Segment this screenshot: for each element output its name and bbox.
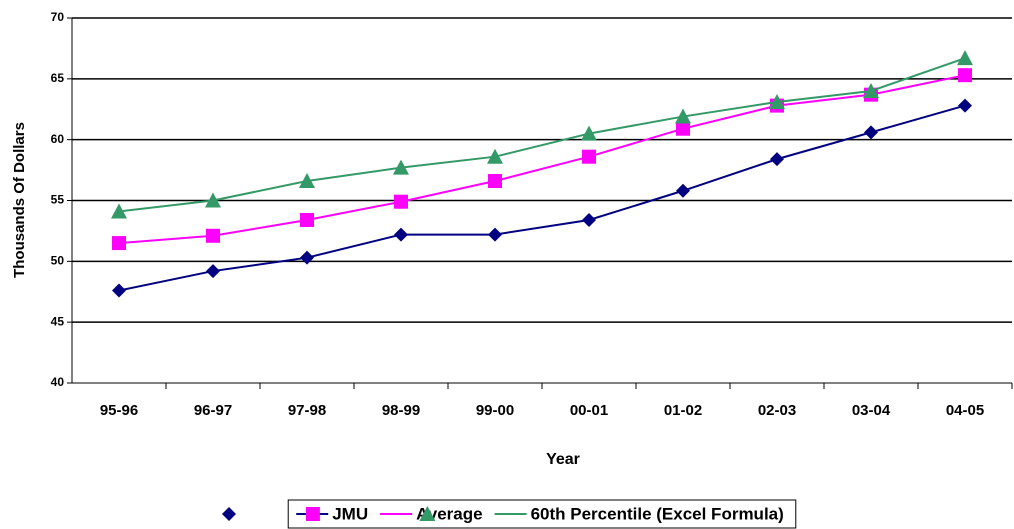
y-tick-label: 60 <box>51 132 65 146</box>
series-line <box>118 74 966 245</box>
x-tick-label: 95-96 <box>100 402 138 419</box>
legend-marker <box>222 507 236 521</box>
y-tick-label: 45 <box>51 314 65 328</box>
data-point <box>582 149 596 164</box>
x-tick-label: 00-01 <box>570 402 608 419</box>
y-tick-label: 55 <box>51 193 65 207</box>
x-tick-label: 99-00 <box>476 402 514 419</box>
data-point <box>770 152 784 167</box>
data-point <box>205 192 221 208</box>
data-point <box>676 183 690 198</box>
data-point <box>487 148 503 164</box>
data-point <box>299 173 315 189</box>
data-point <box>676 121 690 136</box>
data-point <box>488 174 502 189</box>
data-point <box>957 50 973 66</box>
data-point <box>958 68 972 83</box>
data-point <box>300 212 314 227</box>
data-point <box>111 203 127 219</box>
x-tick-label: 02-03 <box>758 402 796 419</box>
legend-marker <box>419 506 436 521</box>
data-point <box>300 250 314 265</box>
data-point <box>864 125 878 140</box>
legend: JMU Average 60th Percentile (Excel Formula… <box>287 499 797 529</box>
data-point <box>206 264 220 279</box>
data-point <box>863 83 879 98</box>
y-tick-label: 65 <box>51 71 65 85</box>
series-line <box>118 57 966 213</box>
data-point <box>582 212 596 227</box>
x-tick-label: 97-98 <box>288 402 326 419</box>
legend-label: JMU <box>332 504 368 523</box>
data-point <box>675 108 691 124</box>
x-tick-label: 04-05 <box>946 402 984 419</box>
y-axis-label: Thousands Of Dollars <box>11 122 28 278</box>
y-tick-label: 70 <box>51 10 65 24</box>
x-axis-label: Year <box>546 451 580 468</box>
x-tick-label: 01-02 <box>664 402 702 419</box>
x-tick-label: 03-04 <box>852 402 891 419</box>
data-point <box>394 194 408 209</box>
series-line <box>118 104 966 292</box>
legend-box <box>287 499 797 529</box>
legend-marker <box>305 507 320 521</box>
data-point <box>394 227 408 242</box>
x-tick-label: 96-97 <box>194 402 232 419</box>
data-point <box>769 93 785 109</box>
y-tick-label: 50 <box>51 254 65 268</box>
data-point <box>112 283 126 298</box>
data-point <box>958 98 972 113</box>
y-tick-label: 40 <box>51 375 65 389</box>
data-point <box>206 228 220 243</box>
data-point <box>488 227 502 242</box>
legend-label: 60th Percentile (Excel Formula) <box>531 504 784 523</box>
data-point <box>112 236 126 251</box>
data-point <box>581 125 597 141</box>
x-tick-label: 98-99 <box>382 402 420 419</box>
data-point <box>393 159 409 175</box>
